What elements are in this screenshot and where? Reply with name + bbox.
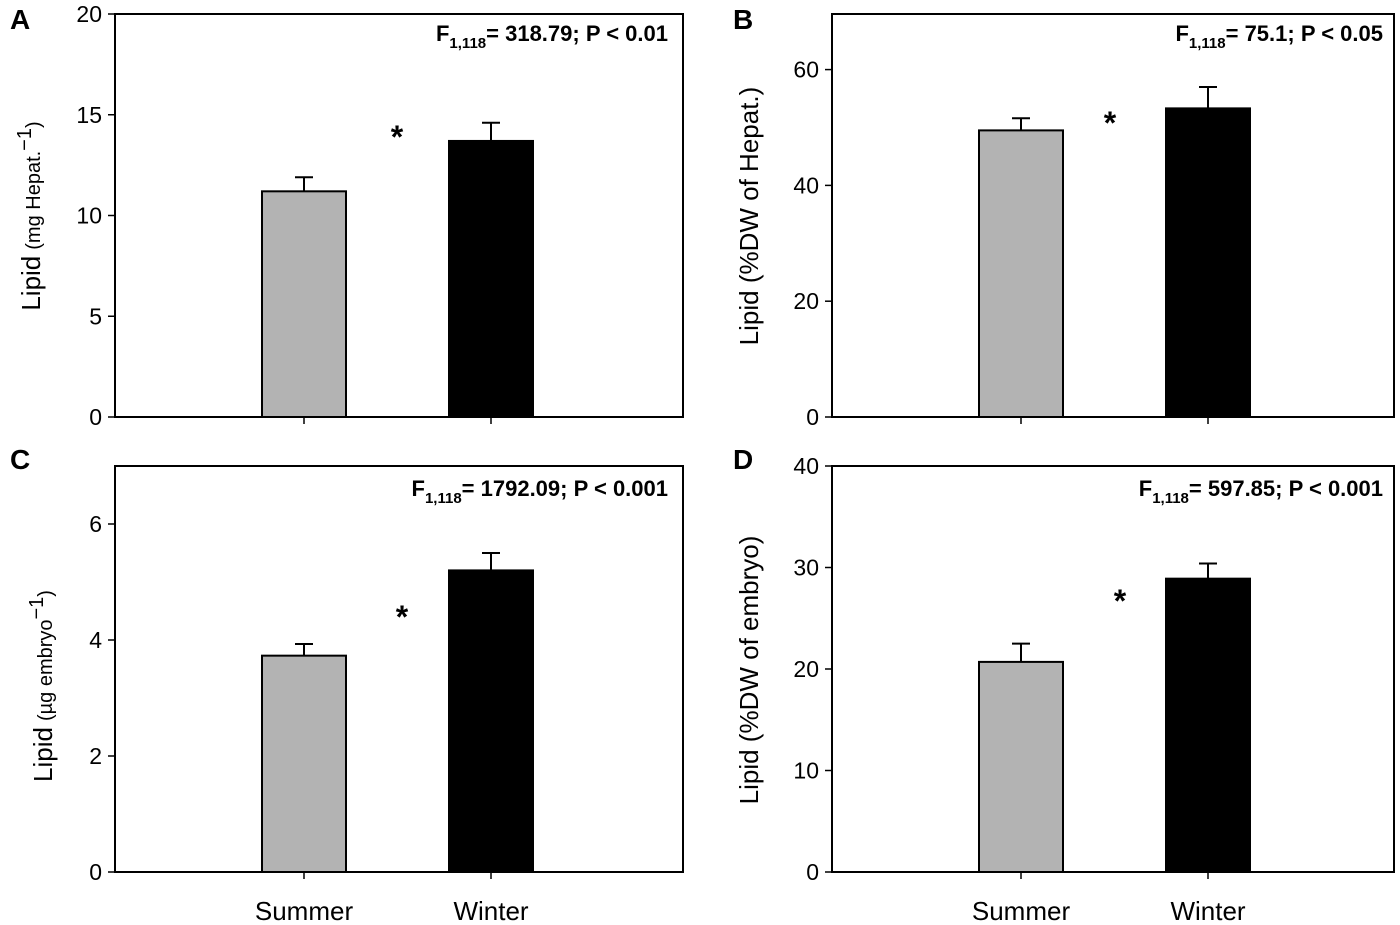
bar-summer xyxy=(261,654,347,873)
y-tick-label: 40 xyxy=(793,172,819,198)
y-tick-label: 5 xyxy=(89,303,102,329)
y-axis: 0 5 10 15 20 xyxy=(76,1,115,430)
y-tick-label: 30 xyxy=(793,555,819,581)
y-axis: 0 2 4 6 xyxy=(89,511,115,885)
bars xyxy=(261,552,534,879)
x-tick-label-summer: Summer xyxy=(972,896,1071,925)
y-axis-label: Lipid(mg Hepat.−1) xyxy=(14,121,46,310)
y-tick-label: 10 xyxy=(793,758,819,784)
bar-winter xyxy=(448,139,534,418)
y-tick-label: 20 xyxy=(793,288,819,314)
stat-annotation: F1,118= 75.1; P < 0.05 xyxy=(1175,21,1383,52)
bar-summer xyxy=(261,190,347,418)
stat-annotation: F1,118= 597.85; P < 0.001 xyxy=(1139,476,1383,507)
stat-annotation: F1,118= 1792.09; P < 0.001 xyxy=(412,476,669,507)
y-tick-label: 10 xyxy=(76,203,102,229)
bars xyxy=(978,562,1251,879)
plot-frame xyxy=(114,13,684,418)
y-tick-label: 20 xyxy=(76,1,102,27)
significance-marker: * xyxy=(391,119,404,155)
y-tick-label: 4 xyxy=(89,627,102,653)
panel-letter: A xyxy=(10,4,30,35)
significance-marker: * xyxy=(1114,583,1127,619)
y-tick-label: 2 xyxy=(89,743,102,769)
panel-c: C 0 2 4 6 F1,118= 1792.09; P < 0.001 * Lipi… xyxy=(10,444,684,885)
x-tick-label-winter: Winter xyxy=(453,896,528,925)
y-axis: 0 10 20 30 40 xyxy=(793,453,832,885)
panel-letter: C xyxy=(10,444,30,475)
y-tick-label: 6 xyxy=(89,511,102,537)
y-tick-label: 0 xyxy=(806,859,819,885)
plot-frame xyxy=(114,465,684,873)
y-tick-label: 15 xyxy=(76,102,102,128)
panel-b: B 0 20 40 60 F1,118= 75.1; P < 0.05 * Lipid… xyxy=(733,4,1395,430)
panel-a: A 0 5 10 15 20 F1,118= 318.79; P < 0.01 * Li… xyxy=(10,1,684,430)
bar-winter xyxy=(1165,577,1251,873)
bars xyxy=(261,121,534,424)
y-tick-label: 20 xyxy=(793,656,819,682)
panel-letter: B xyxy=(733,4,753,35)
plot-frame xyxy=(831,13,1395,418)
bar-winter xyxy=(1165,107,1251,419)
bar-winter xyxy=(448,569,534,874)
y-axis: 0 20 40 60 xyxy=(793,57,832,430)
stat-annotation: F1,118= 318.79; P < 0.01 xyxy=(436,21,668,52)
bars xyxy=(978,85,1251,424)
y-tick-label: 0 xyxy=(89,404,102,430)
bar-summer xyxy=(978,660,1064,874)
y-axis-label: Lipid(µg embryo−1) xyxy=(26,590,58,782)
y-tick-label: 60 xyxy=(793,57,819,83)
x-tick-label-winter: Winter xyxy=(1170,896,1245,925)
y-tick-label: 0 xyxy=(89,859,102,885)
y-tick-label: 0 xyxy=(806,404,819,430)
significance-marker: * xyxy=(396,599,409,635)
y-axis-label: Lipid (%DW of embryo) xyxy=(734,536,764,805)
bar-summer xyxy=(978,129,1064,419)
y-tick-label: 40 xyxy=(793,453,819,479)
y-axis-label: Lipid (%DW of Hepat.) xyxy=(734,87,764,346)
significance-marker: * xyxy=(1104,105,1117,141)
plot-frame xyxy=(831,465,1395,873)
panel-letter: D xyxy=(733,444,753,475)
x-tick-label-summer: Summer xyxy=(255,896,354,925)
